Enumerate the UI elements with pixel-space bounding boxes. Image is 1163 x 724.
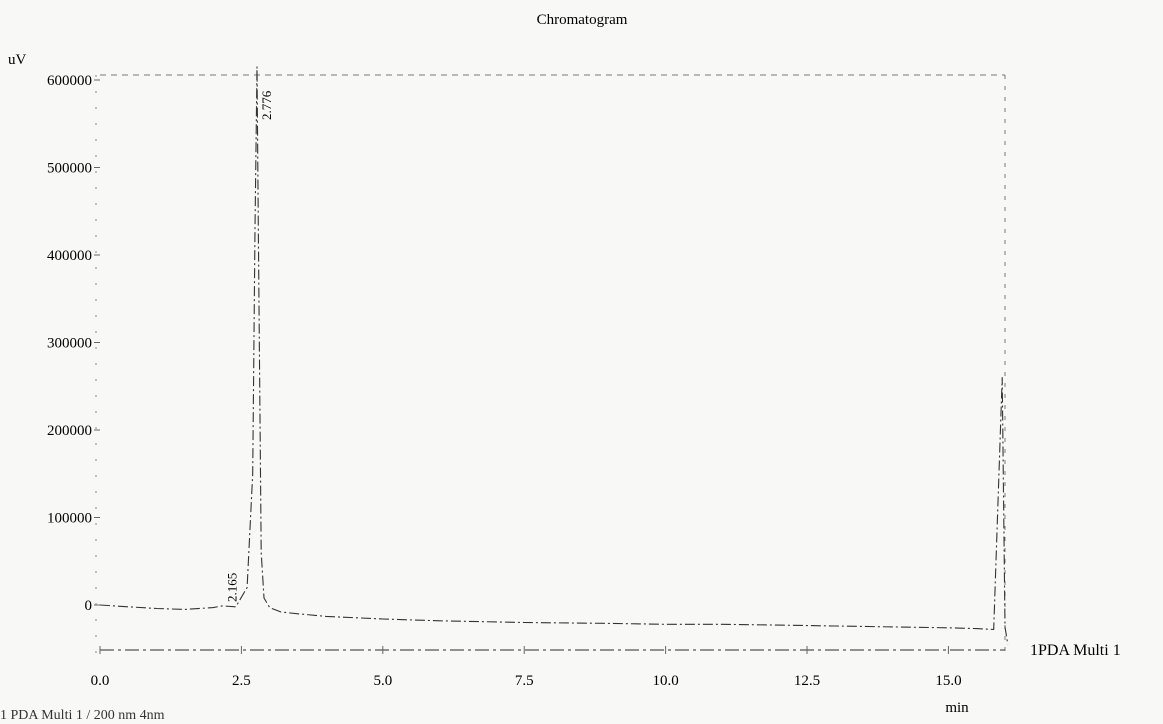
x-tick-label: 15.0 bbox=[935, 673, 961, 689]
series-group bbox=[99, 66, 1009, 645]
y-tick-label: 100000 bbox=[47, 511, 92, 527]
y-tick-label: 600000 bbox=[47, 73, 92, 89]
y-axis-unit-label: uV bbox=[8, 52, 27, 68]
series-line bbox=[99, 66, 1009, 645]
x-tick-label: 5.0 bbox=[373, 673, 392, 689]
x-tick-label: 7.5 bbox=[515, 673, 534, 689]
y-tick-label: 500000 bbox=[47, 161, 92, 177]
x-tick-label: 12.5 bbox=[794, 673, 820, 689]
y-tick-label: 400000 bbox=[47, 248, 92, 264]
x-tick-label: 2.5 bbox=[232, 673, 251, 689]
detector-note: 1 PDA Multi 1 / 200 nm 4nm bbox=[0, 708, 165, 723]
y-tick-label: 300000 bbox=[47, 336, 92, 352]
peak-retention-label: 2.776 bbox=[259, 90, 274, 120]
x-tick-label: 0.0 bbox=[91, 673, 110, 689]
x-axis-unit-label: min bbox=[945, 700, 969, 716]
peak-retention-label: 2.165 bbox=[224, 573, 239, 602]
trace-label: 1PDA Multi 1 bbox=[1030, 642, 1121, 659]
chart-title: Chromatogram bbox=[537, 12, 628, 28]
x-tick-label: 10.0 bbox=[653, 673, 679, 689]
plot-frame bbox=[95, 74, 1006, 656]
x-axis-ticks: 0.0 2.5 5.0 7.5 10.0 12.5 15.0 bbox=[91, 646, 962, 689]
peak-label-group: 2.776 2.165 bbox=[224, 90, 274, 602]
y-tick-label: 0 bbox=[85, 598, 93, 614]
y-tick-label: 200000 bbox=[47, 423, 92, 439]
y-axis-ticks: 0 100000 200000 300000 400000 500000 600000 bbox=[47, 73, 100, 614]
